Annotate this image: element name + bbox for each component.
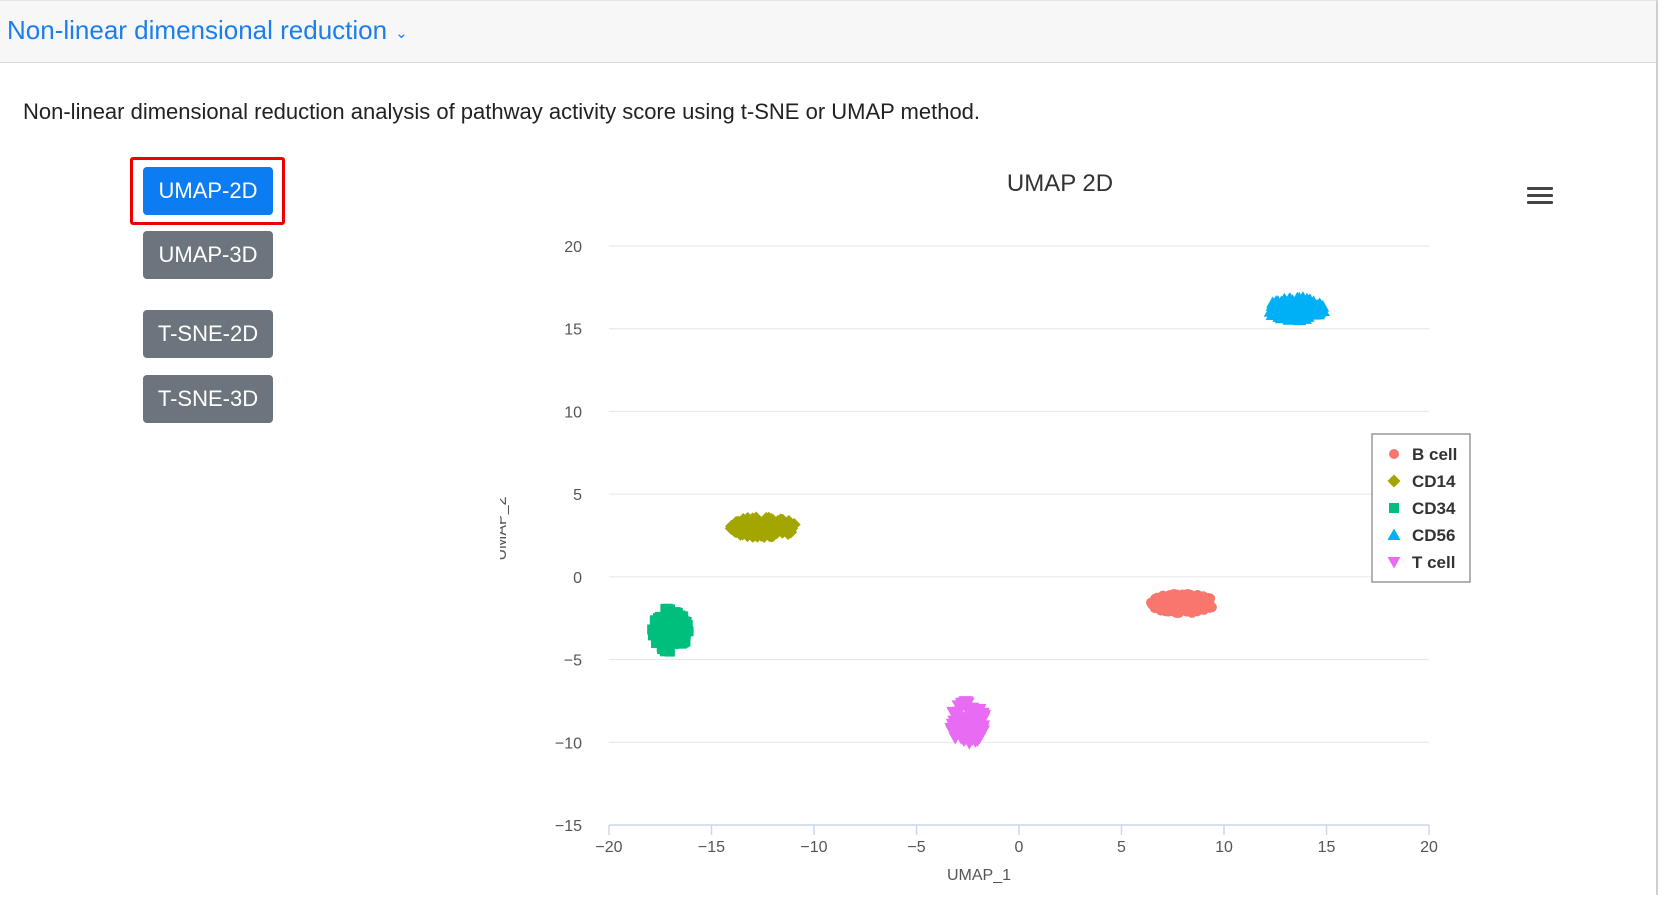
data-point-t-cell <box>960 720 974 732</box>
chevron-down-icon: ⌄ <box>395 24 408 42</box>
data-point-cd56 <box>1303 293 1317 305</box>
description-text: Non-linear dimensional reduction analysi… <box>23 99 981 124</box>
x-tick-label: 20 <box>1420 839 1438 856</box>
data-point-b-cell <box>1195 596 1206 607</box>
y-tick-label: −15 <box>555 818 582 835</box>
data-point-t-cell <box>964 736 978 748</box>
data-point-cd56 <box>1313 304 1327 317</box>
tsne-2d-button[interactable]: T-SNE-2D <box>143 310 273 358</box>
data-point-cd14 <box>737 523 751 537</box>
legend-label: T cell <box>1412 553 1455 572</box>
y-tick-label: −10 <box>555 735 582 752</box>
data-point-cd34 <box>661 623 672 634</box>
data-point-cd34 <box>661 635 672 646</box>
x-axis-label: UMAP_1 <box>947 867 1011 884</box>
legend-label: CD14 <box>1412 472 1456 491</box>
data-point-cd14 <box>781 527 795 541</box>
data-point-cd34 <box>661 605 672 616</box>
y-tick-label: 0 <box>573 570 582 587</box>
y-tick-label: 5 <box>573 487 582 504</box>
y-tick-label: 20 <box>564 239 582 256</box>
y-tick-label: −5 <box>564 653 582 670</box>
data-point-b-cell <box>1192 606 1203 617</box>
legend-label: CD56 <box>1412 526 1455 545</box>
x-tick-label: 15 <box>1318 839 1336 856</box>
data-point-b-cell <box>1164 590 1175 601</box>
data-point-cd14 <box>762 517 776 531</box>
data-point-cd34 <box>656 628 667 639</box>
data-point-cd34 <box>667 620 678 631</box>
data-point-cd14 <box>740 528 754 542</box>
x-tick-label: −15 <box>698 839 725 856</box>
x-tick-label: 10 <box>1215 839 1233 856</box>
x-tick-label: 0 <box>1015 839 1024 856</box>
y-axis-label: UMAP_2 <box>500 496 510 560</box>
legend-marker <box>1389 503 1399 513</box>
data-point-cd34 <box>655 621 666 632</box>
y-tick-label: 15 <box>564 322 582 339</box>
data-point-cd34 <box>664 646 675 657</box>
data-point-b-cell <box>1167 599 1178 610</box>
umap-2d-button[interactable]: UMAP-2D <box>143 167 273 215</box>
data-point-cd34 <box>657 644 668 655</box>
data-point-cd34 <box>670 607 681 618</box>
data-point-cd34 <box>661 613 672 624</box>
data-point-t-cell <box>951 700 965 712</box>
data-point-cd34 <box>676 626 687 637</box>
section-toggle[interactable]: Non-linear dimensional reduction ⌄ <box>7 15 408 46</box>
data-point-cd34 <box>654 611 665 622</box>
data-point-cd56 <box>1293 304 1307 316</box>
data-point-cd14 <box>757 526 771 540</box>
data-point-cd56 <box>1298 312 1312 324</box>
x-tick-label: −10 <box>800 839 827 856</box>
legend-marker <box>1387 474 1401 488</box>
legend-marker <box>1389 449 1399 459</box>
hamburger-menu-icon[interactable] <box>1527 187 1553 207</box>
data-point-b-cell <box>1204 597 1215 608</box>
legend-marker <box>1387 528 1401 540</box>
section-title: Non-linear dimensional reduction <box>7 15 388 45</box>
x-tick-label: 5 <box>1117 839 1126 856</box>
panel-header: Non-linear dimensional reduction ⌄ <box>0 1 1656 63</box>
y-tick-label: 10 <box>564 404 582 421</box>
x-tick-label: −20 <box>595 839 622 856</box>
data-point-cd34 <box>651 632 662 643</box>
umap-3d-button[interactable]: UMAP-3D <box>143 231 273 279</box>
legend-label: B cell <box>1412 445 1457 464</box>
data-point-cd34 <box>648 625 659 636</box>
data-point-cd34 <box>678 611 689 622</box>
umap-scatter-chart: UMAP 2D −15 −10 −5 0 5 10 15 20 −20 −15 −10 −5 0 5 10 15… <box>493 170 1471 884</box>
chart-container: UMAP 2D −15 −10 −5 0 5 10 15 20 −20 −15 −10 −5 0 5 10 15… <box>493 161 1620 896</box>
data-point-t-cell <box>971 704 985 716</box>
data-point-b-cell <box>1151 598 1162 609</box>
data-point-t-cell <box>952 706 966 719</box>
x-tick-label: −5 <box>907 839 925 856</box>
tsne-3d-button[interactable]: T-SNE-3D <box>143 375 273 423</box>
legend-label: CD34 <box>1412 499 1456 518</box>
data-point-cd56 <box>1273 298 1287 310</box>
data-point-t-cell <box>948 717 962 730</box>
data-point-cd56 <box>1263 305 1277 317</box>
data-point-cd34 <box>672 612 683 623</box>
data-point-cd34 <box>670 632 681 643</box>
data-point-cd14 <box>777 515 791 529</box>
data-point-t-cell <box>968 728 982 740</box>
data-point-b-cell <box>1177 589 1188 600</box>
legend-marker <box>1387 557 1401 569</box>
chart-title: UMAP 2D <box>1007 170 1113 197</box>
